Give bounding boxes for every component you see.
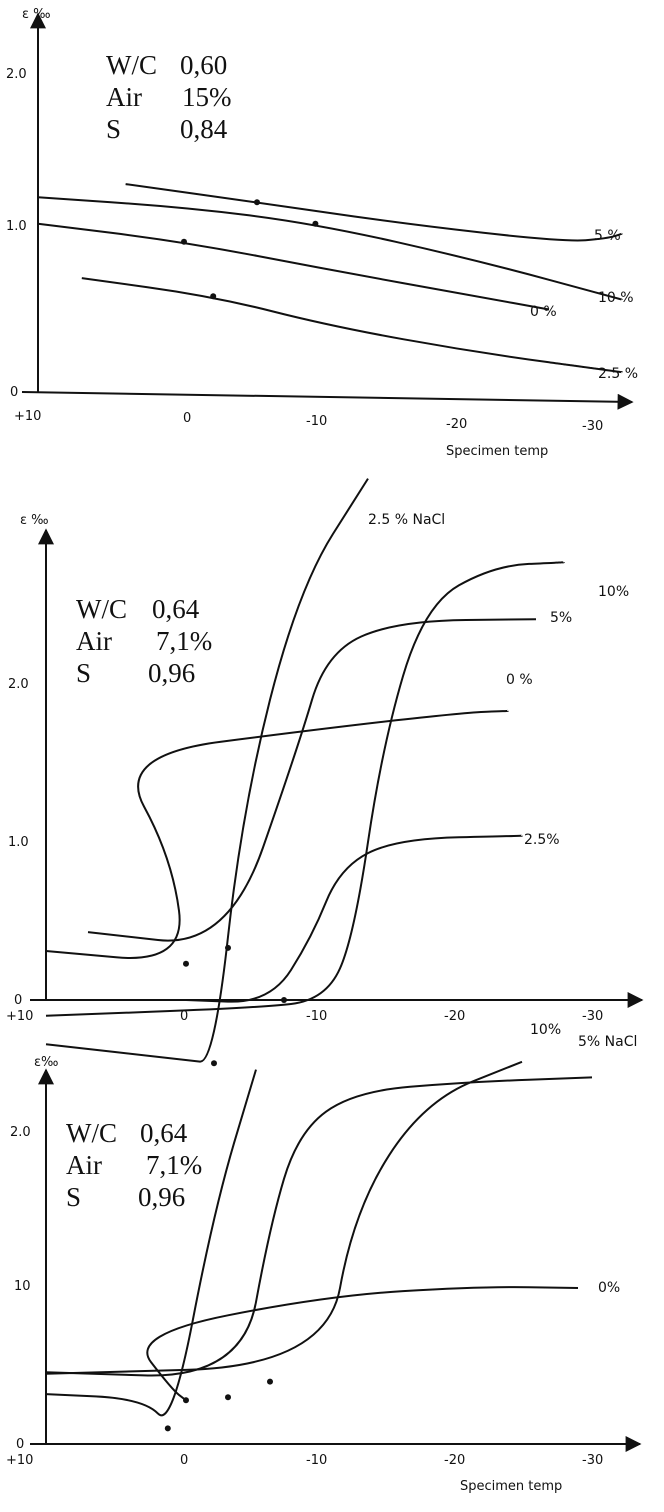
series-line-2-5pct [82, 278, 622, 372]
series-label-10pct: 10% [598, 584, 629, 600]
marker-layer [165, 199, 319, 1431]
param-value: 0,96 [148, 658, 195, 688]
data-point-marker [254, 199, 260, 205]
x-tick-label: 0 [183, 411, 191, 426]
series-label-0pct: 0 % [506, 672, 533, 688]
data-point-marker [181, 239, 187, 245]
series-line-0pct [38, 224, 549, 310]
param-value: 15% [182, 82, 232, 112]
x-tick-label: -20 [446, 417, 467, 432]
series-layer-3 [46, 1062, 592, 1416]
param-key: W/C [76, 594, 127, 624]
data-point-marker [183, 1397, 189, 1403]
param-value: 7,1% [146, 1150, 202, 1180]
y-tick-label: 2.0 [10, 1125, 31, 1140]
chart-panel-1: ε ‰ 0 1.0 2.0 +10 0 -10 -20 -30 Specimen… [6, 7, 638, 459]
x-tick-label: +10 [14, 409, 41, 424]
parameter-box-1: W/C 0,60 Air 15% S 0,84 [106, 50, 232, 144]
series-line-2-5pct-nacl [46, 479, 368, 1062]
series-line-10pct [46, 1062, 522, 1374]
series-line-0pct [147, 1287, 578, 1400]
param-value: 0,64 [140, 1118, 188, 1148]
y-tick-label: 10 [14, 1279, 31, 1294]
data-point-marker [225, 1394, 231, 1400]
data-point-marker [165, 1425, 171, 1431]
x-axis-1 [22, 392, 632, 402]
series-label-2-5pct: 2.5 % [598, 366, 638, 382]
param-key: Air [76, 626, 112, 656]
chart-panel-3: ε‰ 0 10 2.0 +10 0 -10 -20 -30 Specimen t… [6, 1022, 640, 1494]
series-layer-1 [38, 184, 622, 372]
data-point-marker [225, 945, 231, 951]
series-label-2-5pct: 2.5% [524, 832, 560, 848]
param-value: 0,64 [152, 594, 200, 624]
param-key: Air [66, 1150, 102, 1180]
series-label-10pct: 10% [530, 1022, 561, 1038]
x-tick-label: -30 [582, 1453, 603, 1468]
y-tick-label: 2.0 [6, 67, 27, 82]
y-tick-label: 0 [16, 1437, 24, 1452]
x-tick-label: -10 [306, 1009, 327, 1024]
y-axis-label-2: ε ‰ [20, 513, 49, 528]
chart-panel-2: ε ‰ 0 1.0 2.0 +10 0 -10 -20 -30 W/C 0,64… [6, 479, 642, 1062]
x-tick-label: +10 [6, 1453, 33, 1468]
x-tick-label: -30 [582, 419, 603, 434]
x-axis-title-3: Specimen temp [460, 1479, 562, 1494]
series-label-10pct: 10 % [598, 290, 634, 306]
x-tick-label: -10 [306, 1453, 327, 1468]
data-point-marker [210, 293, 216, 299]
x-tick-label: -20 [444, 1453, 465, 1468]
series-label-5pct: 5% [550, 610, 572, 626]
parameter-box-2: W/C 0,64 Air 7,1% S 0,96 [76, 594, 212, 688]
param-key: S [106, 114, 121, 144]
y-tick-label: 0 [10, 385, 18, 400]
y-tick-label: 0 [14, 993, 22, 1008]
series-line-5pct [126, 184, 622, 240]
x-tick-label: +10 [6, 1009, 33, 1024]
param-key: W/C [106, 50, 157, 80]
param-key: W/C [66, 1118, 117, 1148]
y-axis-label-1: ε ‰ [22, 7, 51, 22]
series-label-2-5pct-nacl: 2.5 % NaCl [368, 512, 445, 528]
series-line-0pct [46, 711, 508, 958]
series-label-0pct: 0% [598, 1280, 620, 1296]
param-key: Air [106, 82, 142, 112]
x-tick-label: -30 [582, 1009, 603, 1024]
param-value: 7,1% [156, 626, 212, 656]
x-axis-title-1: Specimen temp [446, 444, 548, 459]
data-point-marker [183, 961, 189, 967]
series-layer-2 [46, 479, 564, 1062]
data-point-marker [211, 1060, 217, 1066]
param-value: 0,84 [180, 114, 228, 144]
param-key: S [76, 658, 91, 688]
y-tick-label: 1.0 [6, 219, 27, 234]
y-axis-label-3: ε‰ [34, 1055, 58, 1070]
y-tick-label: 1.0 [8, 835, 29, 850]
y-tick-label: 2.0 [8, 677, 29, 692]
param-value: 0,60 [180, 50, 227, 80]
x-tick-label: -10 [306, 414, 327, 429]
series-label-0pct: 0 % [530, 304, 557, 320]
param-value: 0,96 [138, 1182, 185, 1212]
data-point-marker [267, 1379, 273, 1385]
x-tick-label: 0 [180, 1453, 188, 1468]
data-point-marker [281, 997, 287, 1003]
x-tick-label: -20 [444, 1009, 465, 1024]
series-label-5pct-nacl: 5% NaCl [578, 1034, 637, 1050]
series-label-5pct: 5 % [594, 228, 621, 244]
data-point-marker [312, 221, 318, 227]
param-key: S [66, 1182, 81, 1212]
parameter-box-3: W/C 0,64 Air 7,1% S 0,96 [66, 1118, 202, 1212]
